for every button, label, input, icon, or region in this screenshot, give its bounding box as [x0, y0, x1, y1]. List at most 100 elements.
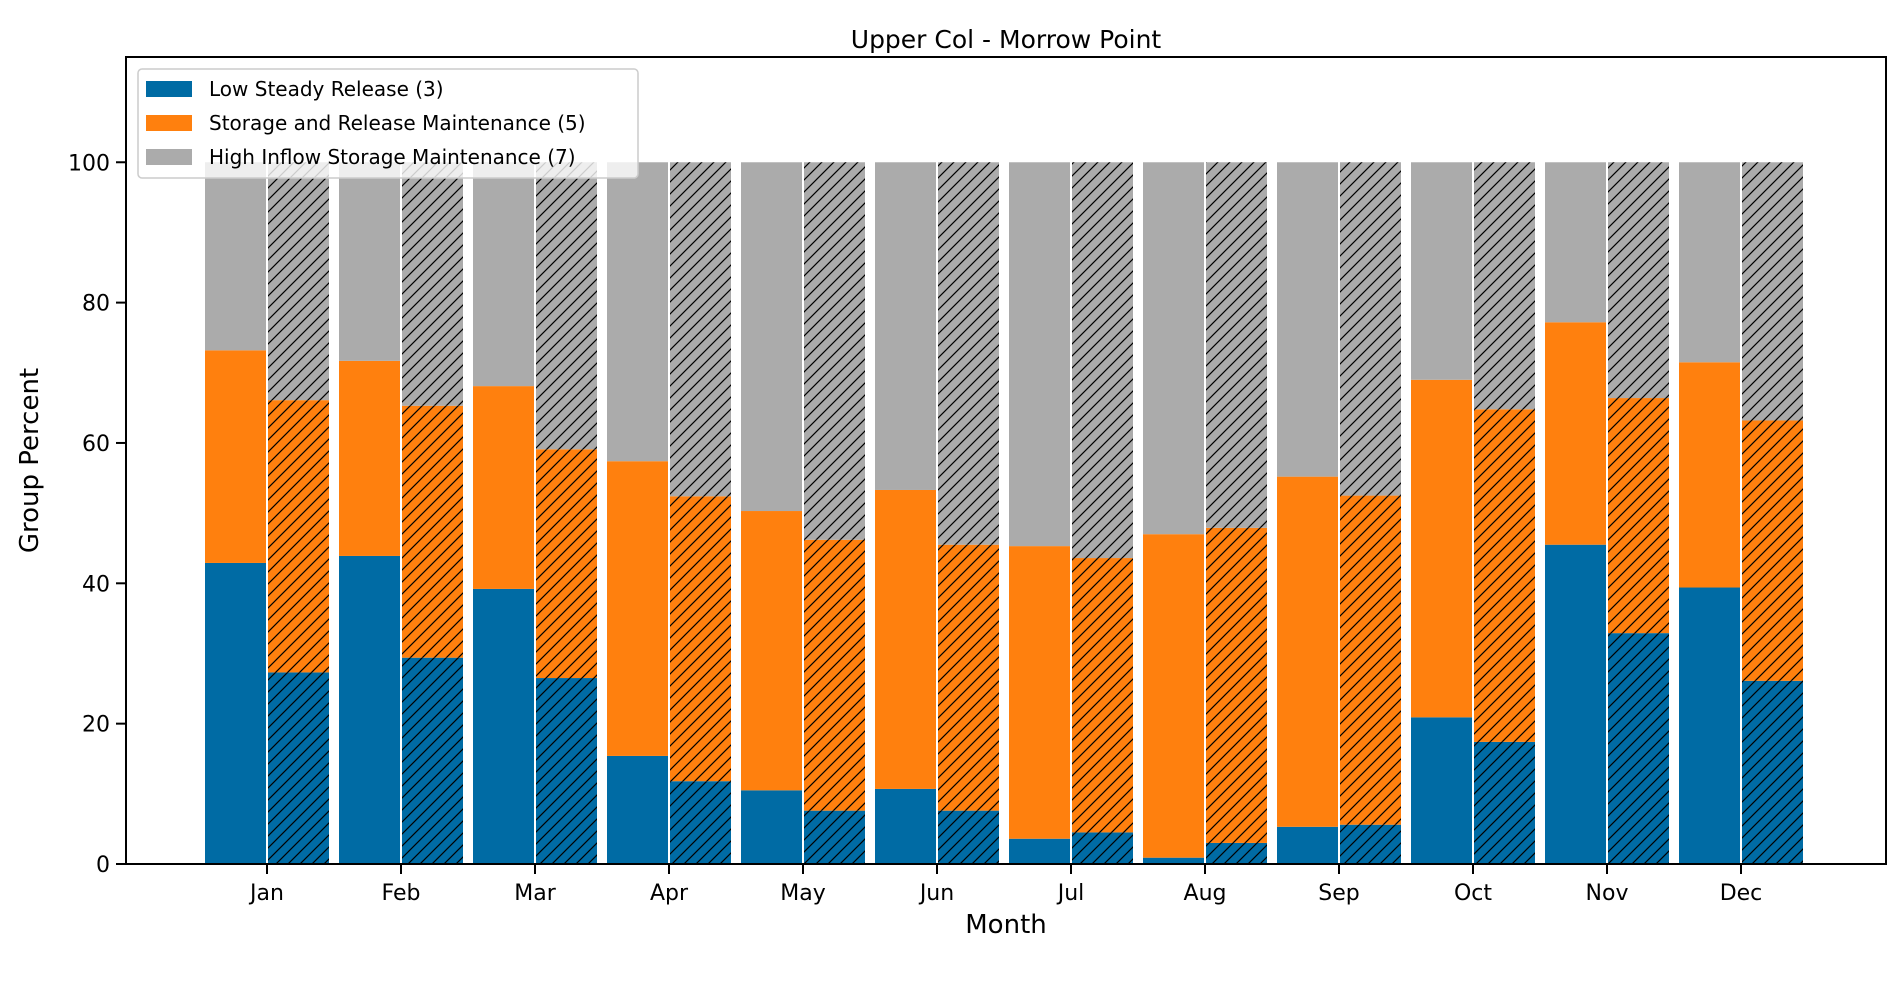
- x-tick-label-aug: Aug: [1184, 881, 1227, 906]
- bar-aug-hatched-series2-hatch: [1206, 527, 1267, 843]
- bar-nov-hatched-series2-hatch: [1608, 398, 1669, 634]
- y-tick-label: 20: [82, 713, 110, 738]
- bar-oct-solid-series1: [1411, 717, 1472, 864]
- x-tick-label-mar: Mar: [514, 881, 556, 906]
- bar-feb-solid-series2: [339, 360, 400, 556]
- legend-label-series2: Storage and Release Maintenance (5): [209, 111, 586, 135]
- x-tick-label-oct: Oct: [1454, 881, 1492, 906]
- bar-apr-hatched-series1-hatch: [670, 781, 731, 864]
- bar-jul-hatched-series2-hatch: [1072, 558, 1133, 833]
- bar-jan-solid-series2: [205, 350, 266, 563]
- bar-jan-hatched-series3-hatch: [268, 162, 329, 401]
- bars-group: [205, 162, 1803, 864]
- bar-nov-solid-series3: [1545, 162, 1606, 323]
- bar-mar-hatched-series3-hatch: [536, 162, 597, 450]
- bar-dec-hatched-series1-hatch: [1742, 680, 1803, 864]
- bar-jul-solid-series3: [1009, 162, 1070, 547]
- x-tick-label-apr: Apr: [650, 881, 689, 906]
- bar-jan-hatched-series2-hatch: [268, 400, 329, 673]
- bar-may-hatched-series3-hatch: [804, 162, 865, 540]
- y-tick-label: 100: [68, 151, 110, 176]
- bar-jul-hatched-series3-hatch: [1072, 162, 1133, 559]
- y-tick-label: 0: [96, 853, 110, 878]
- bar-jan-hatched-series1-hatch: [268, 672, 329, 864]
- bar-sep-hatched-series3-hatch: [1340, 162, 1401, 496]
- bar-feb-hatched-series1-hatch: [402, 657, 463, 864]
- bar-dec-solid-series2: [1679, 362, 1740, 588]
- bar-jul-solid-series1: [1009, 838, 1070, 864]
- bar-apr-hatched-series3-hatch: [670, 162, 731, 497]
- bar-dec-hatched-series2-hatch: [1742, 420, 1803, 681]
- bar-jan-solid-series3: [205, 162, 266, 351]
- bar-aug-hatched-series3-hatch: [1206, 162, 1267, 528]
- bar-jun-hatched-series1-hatch: [938, 810, 999, 864]
- x-tick-label-sep: Sep: [1318, 881, 1359, 906]
- bar-oct-hatched-series3-hatch: [1474, 162, 1535, 410]
- bar-may-hatched-series2-hatch: [804, 539, 865, 811]
- y-tick-label: 60: [82, 432, 110, 457]
- bar-sep-solid-series2: [1277, 476, 1338, 827]
- bar-dec-solid-series1: [1679, 587, 1740, 864]
- y-axis: 0 20 40 60 80 100: [68, 151, 126, 878]
- x-tick-label-feb: Feb: [382, 881, 421, 906]
- legend-swatch-series1: [146, 81, 192, 97]
- bar-aug-solid-series3: [1143, 162, 1204, 535]
- bar-nov-solid-series2: [1545, 322, 1606, 545]
- bar-feb-solid-series1: [339, 555, 400, 864]
- bar-may-solid-series3: [741, 162, 802, 512]
- bar-feb-hatched-series2-hatch: [402, 405, 463, 658]
- x-tick-label-may: May: [780, 881, 825, 906]
- bar-sep-hatched-series1-hatch: [1340, 824, 1401, 864]
- legend-box: [137, 68, 639, 179]
- bar-mar-hatched-series2-hatch: [536, 449, 597, 679]
- bar-nov-solid-series1: [1545, 544, 1606, 864]
- x-axis: Jan Feb Mar Apr May Jun Jul Aug Sep Oct Nov Dec: [248, 864, 1762, 906]
- legend-swatch-series3: [146, 149, 192, 165]
- bar-oct-hatched-series2-hatch: [1474, 409, 1535, 742]
- bar-jun-hatched-series2-hatch: [938, 544, 999, 811]
- bar-mar-hatched-series1-hatch: [536, 678, 597, 864]
- x-tick-label-dec: Dec: [1720, 881, 1763, 906]
- bar-jul-hatched-series1-hatch: [1072, 832, 1133, 864]
- bar-nov-hatched-series1-hatch: [1608, 633, 1669, 864]
- legend: Low Steady Release (3) Storage and Releas…: [137, 68, 639, 179]
- bar-mar-solid-series1: [473, 588, 534, 864]
- bar-mar-solid-series2: [473, 386, 534, 589]
- x-tick-label-nov: Nov: [1586, 881, 1629, 906]
- bar-oct-hatched-series1-hatch: [1474, 741, 1535, 864]
- bar-feb-hatched-series3-hatch: [402, 162, 463, 406]
- bar-may-solid-series2: [741, 511, 802, 791]
- bar-aug-solid-series2: [1143, 534, 1204, 858]
- chart-title: Upper Col - Morrow Point: [851, 25, 1162, 54]
- bar-apr-solid-series2: [607, 461, 668, 756]
- bar-mar-solid-series3: [473, 162, 534, 387]
- bar-sep-hatched-series2-hatch: [1340, 495, 1401, 825]
- legend-label-series3: High Inflow Storage Maintenance (7): [209, 145, 576, 169]
- bar-dec-hatched-series3-hatch: [1742, 162, 1803, 421]
- bar-dec-solid-series3: [1679, 162, 1740, 363]
- bar-feb-solid-series3: [339, 162, 400, 361]
- bar-aug-solid-series1: [1143, 857, 1204, 864]
- bar-jul-solid-series2: [1009, 546, 1070, 839]
- bar-may-solid-series1: [741, 790, 802, 864]
- bar-jun-hatched-series3-hatch: [938, 162, 999, 545]
- x-tick-label-jul: Jul: [1056, 881, 1085, 906]
- bar-apr-hatched-series2-hatch: [670, 496, 731, 782]
- bar-jun-solid-series3: [875, 162, 936, 490]
- bar-oct-solid-series3: [1411, 162, 1472, 380]
- bar-jun-solid-series1: [875, 788, 936, 864]
- bar-jun-solid-series2: [875, 489, 936, 789]
- y-tick-label: 80: [82, 292, 110, 317]
- bar-aug-hatched-series1-hatch: [1206, 842, 1267, 864]
- x-tick-label-jan: Jan: [248, 881, 284, 906]
- bar-apr-solid-series3: [607, 162, 668, 462]
- bar-apr-solid-series1: [607, 755, 668, 864]
- bar-sep-solid-series1: [1277, 826, 1338, 864]
- bar-jan-solid-series1: [205, 562, 266, 864]
- legend-label-series1: Low Steady Release (3): [209, 77, 444, 101]
- plot-frame: [125, 56, 1887, 865]
- x-axis-label: Month: [965, 910, 1047, 940]
- legend-swatch-series2: [146, 115, 192, 131]
- bar-sep-solid-series3: [1277, 162, 1338, 477]
